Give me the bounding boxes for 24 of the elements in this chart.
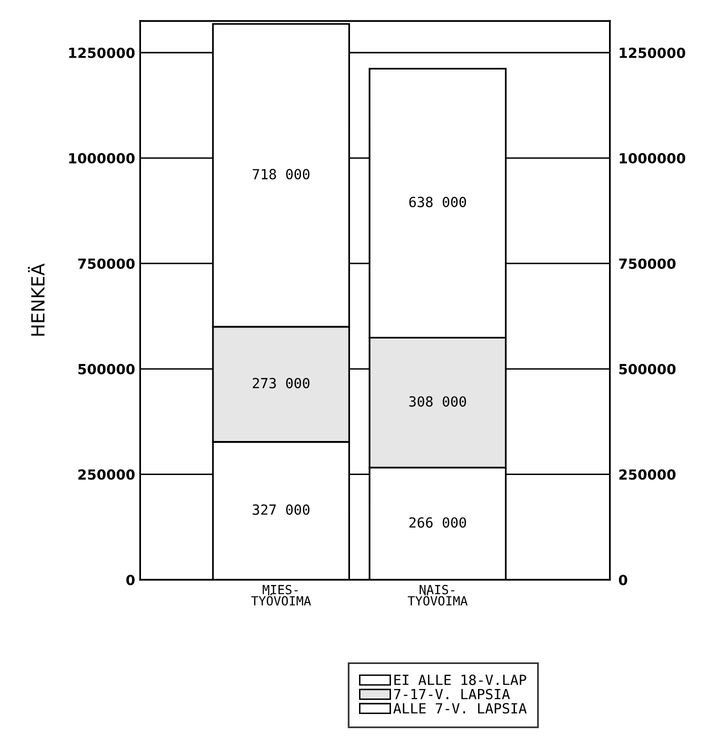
data-label: 266 000 — [409, 517, 466, 528]
y2-tick-label: 1250000 — [620, 48, 686, 58]
y-tick-label: 1000000 — [69, 153, 135, 164]
data-label: 327 000 — [252, 504, 310, 515]
y2-tick-label: 1000000 — [620, 153, 686, 164]
data-label: 638 000 — [409, 196, 466, 208]
data-label: 308 000 — [409, 396, 466, 407]
y-tick-label: 750000 — [78, 258, 135, 269]
legend-label: ALLE 7-V. LAPSIA — [393, 703, 527, 714]
y2-tick-label: 250000 — [619, 469, 676, 480]
legend-label: 7-17-V. LAPSIA — [394, 688, 510, 700]
y-tick-label: 250000 — [78, 469, 135, 480]
x-tick-label: NAIS- TYÖVOIMA — [408, 584, 468, 606]
y2-tick-label: 500000 — [619, 364, 676, 374]
data-label: 718 000 — [252, 168, 310, 180]
x-tick-label: MIES- TYÖVOIMA — [251, 584, 311, 606]
y2-tick-label: 0 — [618, 574, 628, 586]
y-tick-label: 1250000 — [69, 48, 135, 58]
y-tick-label: 500000 — [78, 364, 135, 374]
y2-tick-label: 750000 — [619, 258, 676, 269]
y-tick-label: 0 — [126, 574, 135, 586]
y-axis-title: HENKEÄ — [28, 263, 44, 336]
legend-label: EI ALLE 18-V.LAP — [394, 674, 526, 686]
data-label: 273 000 — [252, 378, 310, 388]
